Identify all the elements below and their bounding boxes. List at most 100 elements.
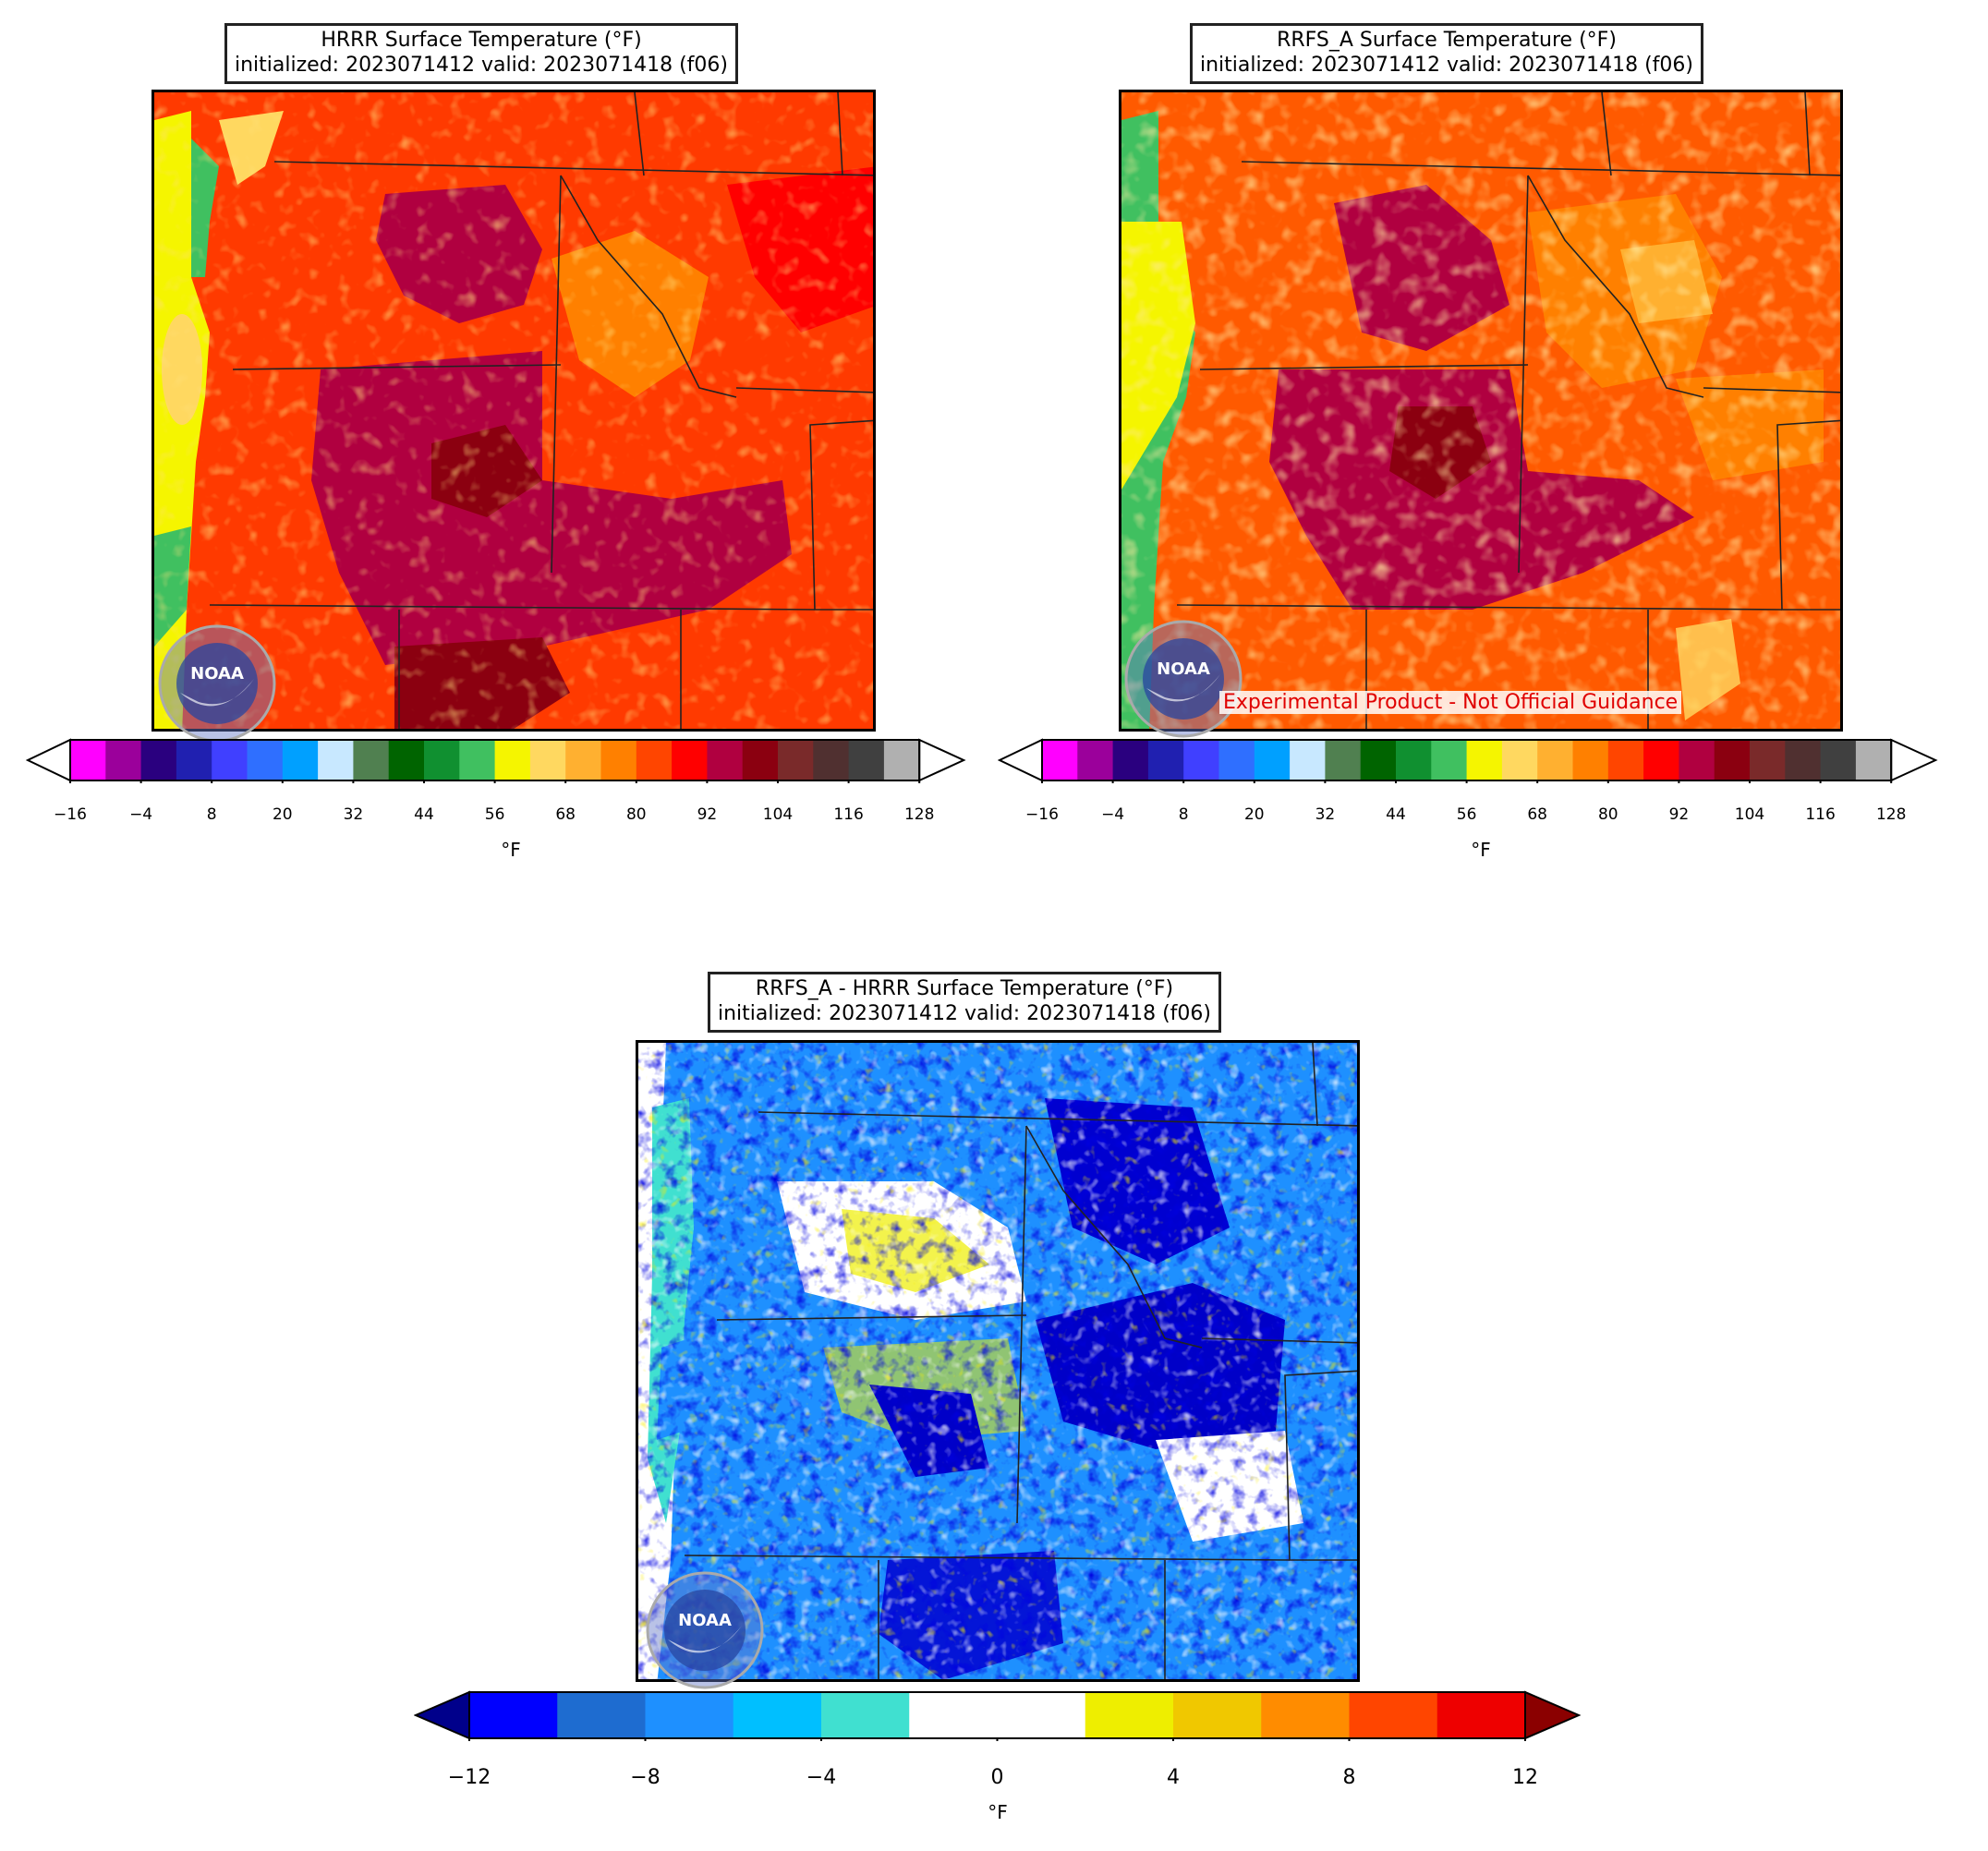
- colorbar-tick-label: 8: [206, 805, 217, 824]
- colorbar-bin: [494, 740, 531, 780]
- colorbar-bin: [1431, 740, 1468, 780]
- colorbar-bin: [733, 1692, 822, 1738]
- colorbar-bin: [424, 740, 460, 780]
- noaa-logo: NOAA: [158, 624, 276, 743]
- colorbar-bin: [848, 740, 885, 780]
- colorbar-bin: [1112, 740, 1149, 780]
- diff-title: RRFS_A - HRRR Surface Temperature (°F) i…: [708, 972, 1221, 1033]
- colorbar-bin: [70, 740, 106, 780]
- colorbar-tick-label: 104: [1734, 805, 1765, 824]
- noaa-logo: NOAA: [1124, 620, 1242, 738]
- colorbar-bin: [1147, 740, 1184, 780]
- colorbar-bin: [821, 1692, 910, 1738]
- colorbar-tick-label: 116: [1805, 805, 1836, 824]
- experimental-watermark: Experimental Product - Not Official Guid…: [1219, 691, 1682, 714]
- colorbar-tick-label: 128: [903, 805, 935, 824]
- colorbar-bin: [1679, 740, 1715, 780]
- colorbar-tick-label: 4: [1167, 1766, 1180, 1789]
- colorbar-tick-label: 32: [1315, 805, 1336, 824]
- colorbar-bin: [1572, 740, 1609, 780]
- colorbar-bin: [1750, 740, 1786, 780]
- colorbar-bin: [1396, 740, 1432, 780]
- rrfs-title-line1: RRFS_A Surface Temperature (°F): [1277, 29, 1617, 52]
- colorbar-bin: [1085, 1692, 1174, 1738]
- diff-colorbar-unit: °F: [988, 1801, 1008, 1823]
- colorbar-bin: [1042, 740, 1078, 780]
- colorbar-tick-label: 8: [1342, 1766, 1356, 1789]
- colorbar-tick-label: 44: [1386, 805, 1406, 824]
- colorbar-bin: [247, 740, 284, 780]
- colorbar-bin: [1466, 740, 1503, 780]
- noaa-logo-text: NOAA: [678, 1611, 732, 1630]
- colorbar-bin: [140, 740, 177, 780]
- colorbar-bin: [600, 740, 637, 780]
- colorbar-bin: [1785, 740, 1822, 780]
- rrfs-map: [1119, 90, 1843, 732]
- colorbar-bin: [318, 740, 354, 780]
- hrrr-title-line1: HRRR Surface Temperature (°F): [321, 29, 642, 52]
- colorbar-tick-label: 80: [625, 805, 647, 824]
- colorbar-bin: [1855, 740, 1892, 780]
- hrrr-colorbar: [26, 738, 966, 783]
- colorbar-bin: [1183, 740, 1219, 780]
- colorbar-tick-label: 20: [272, 805, 293, 824]
- colorbar-tick-label: −16: [1025, 805, 1059, 824]
- colorbar-tick-label: 0: [990, 1766, 1004, 1789]
- colorbar-bin: [909, 1692, 998, 1738]
- colorbar-bin: [1501, 740, 1538, 780]
- colorbar-bin: [778, 740, 814, 780]
- colorbar-bin: [813, 740, 850, 780]
- colorbar-tick-label: 116: [833, 805, 864, 824]
- colorbar-tick-label: 8: [1178, 805, 1189, 824]
- noaa-logo-text: NOAA: [190, 664, 244, 684]
- diff-map: [636, 1040, 1360, 1682]
- colorbar-bin: [1173, 1692, 1262, 1738]
- colorbar-tick-label: 80: [1597, 805, 1618, 824]
- colorbar-bin: [1290, 740, 1326, 780]
- colorbar-bin: [1077, 740, 1114, 780]
- rrfs-colorbar: [998, 738, 1938, 783]
- noaa-logo-text: NOAA: [1157, 659, 1210, 679]
- colorbar-bin: [672, 740, 708, 780]
- colorbar-tick-label: −12: [447, 1766, 491, 1789]
- colorbar-tick-label: −4: [1101, 805, 1125, 824]
- colorbar-bin: [388, 740, 425, 780]
- diff-title-line1: RRFS_A - HRRR Surface Temperature (°F): [755, 977, 1174, 1000]
- rrfs-colorbar-unit: °F: [1471, 839, 1491, 861]
- diff-colorbar: [414, 1690, 1582, 1741]
- colorbar-bin: [557, 1692, 646, 1738]
- colorbar-bin: [1261, 1692, 1350, 1738]
- colorbar-bin: [1643, 740, 1679, 780]
- hrrr-map: [152, 90, 876, 732]
- colorbar-tick-label: 128: [1875, 805, 1907, 824]
- colorbar-bin: [1349, 1692, 1438, 1738]
- colorbar-bin: [459, 740, 496, 780]
- colorbar-bin: [353, 740, 390, 780]
- colorbar-bin: [1325, 740, 1362, 780]
- rrfs-title: RRFS_A Surface Temperature (°F) initiali…: [1190, 23, 1703, 84]
- colorbar-bin: [1607, 740, 1644, 780]
- colorbar-bin: [105, 740, 142, 780]
- colorbar-bin: [1820, 740, 1857, 780]
- colorbar-bin: [469, 1692, 558, 1738]
- colorbar-tick-label: 20: [1243, 805, 1265, 824]
- colorbar-bin: [883, 740, 920, 780]
- colorbar-tick-label: 92: [1668, 805, 1690, 824]
- rrfs-title-line2: initialized: 2023071412 valid: 202307141…: [1200, 54, 1693, 77]
- colorbar-tick-label: 12: [1512, 1766, 1538, 1789]
- colorbar-bin: [636, 740, 673, 780]
- colorbar-bin: [1537, 740, 1573, 780]
- colorbar-bin: [529, 740, 566, 780]
- colorbar-tick-label: 104: [762, 805, 794, 824]
- colorbar-tick-label: 56: [484, 805, 505, 824]
- hrrr-title: HRRR Surface Temperature (°F) initialize…: [224, 23, 738, 84]
- colorbar-bin: [1360, 740, 1397, 780]
- colorbar-bin: [742, 740, 779, 780]
- colorbar-tick-label: −4: [129, 805, 153, 824]
- colorbar-bin: [645, 1692, 734, 1738]
- noaa-logo: NOAA: [646, 1571, 764, 1689]
- colorbar-bin: [1254, 740, 1291, 780]
- colorbar-bin: [565, 740, 601, 780]
- colorbar-bin: [1714, 740, 1751, 780]
- colorbar-bin: [282, 740, 319, 780]
